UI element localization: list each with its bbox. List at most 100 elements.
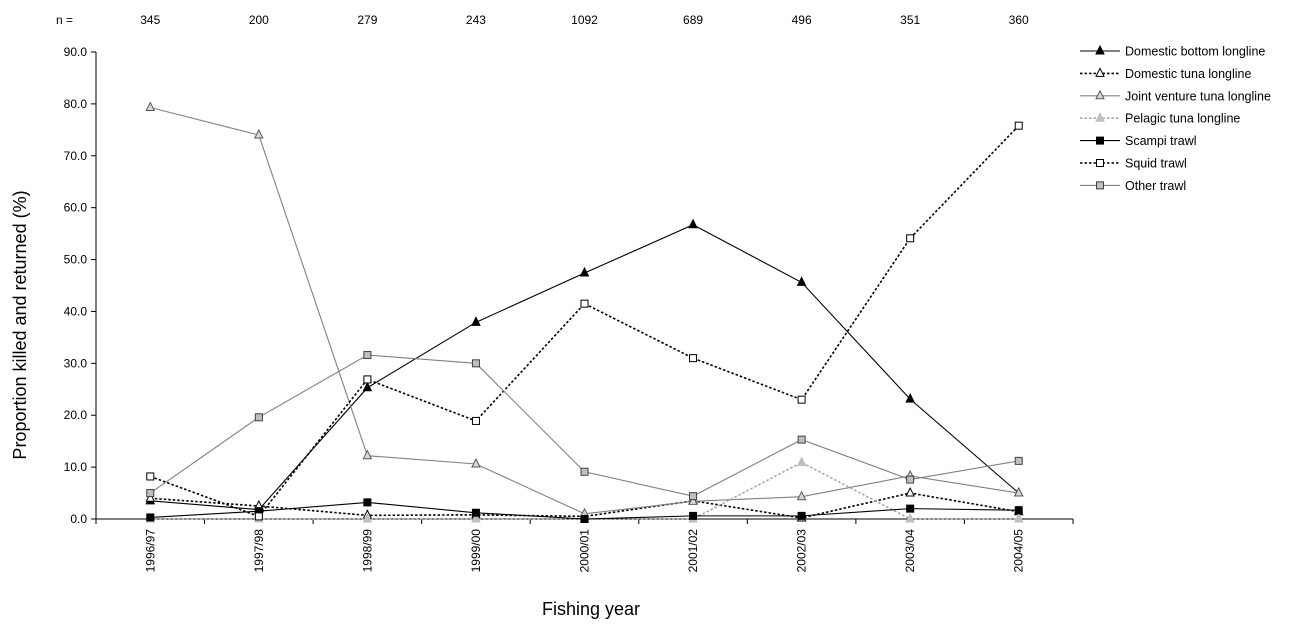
data-point — [254, 413, 263, 422]
sample-size-row: n = 345 200 279 243 1092 689 496 351 360 — [56, 13, 1029, 27]
data-point — [796, 276, 807, 286]
data-point — [1014, 506, 1023, 515]
legend-item: Domestic tuna longline — [1080, 67, 1252, 81]
legend-marker — [1095, 89, 1105, 100]
x-tick-label: 1997/98 — [252, 529, 266, 573]
data-point — [580, 515, 589, 523]
x-tick-label: 1998/99 — [360, 529, 374, 573]
data-point — [797, 511, 806, 520]
x-tick-label: 2000/01 — [578, 529, 592, 573]
data-point — [146, 489, 155, 498]
data-point — [580, 467, 589, 476]
series-4 — [146, 498, 1023, 523]
legend-item: Joint venture tuna longline — [1080, 89, 1271, 103]
data-point — [580, 299, 589, 308]
n-value: 689 — [683, 13, 703, 27]
data-point — [145, 492, 156, 502]
legend-marker — [1095, 112, 1105, 122]
data-point — [1013, 512, 1024, 523]
legend-item: Domestic bottom longline — [1080, 45, 1265, 59]
y-tick-label: 50.0 — [64, 253, 88, 267]
data-point — [796, 490, 807, 501]
y-tick-label: 60.0 — [64, 201, 88, 215]
data-point — [471, 457, 481, 468]
x-tick-label: 2002/03 — [795, 529, 809, 573]
x-tick-label: 2001/02 — [686, 529, 700, 573]
series-6 — [146, 351, 1023, 501]
y-tick-label: 20.0 — [64, 408, 88, 422]
y-tick-label: 90.0 — [64, 45, 88, 59]
axes — [95, 52, 1073, 520]
n-value: 243 — [466, 13, 486, 27]
data-point — [688, 495, 698, 505]
data-point — [362, 381, 373, 392]
x-tick-label: 1999/00 — [469, 529, 483, 573]
legend-label: Other trawl — [1125, 179, 1186, 193]
data-point — [689, 511, 698, 520]
y-tick-label: 80.0 — [64, 97, 88, 111]
y-tick-label: 30.0 — [64, 356, 88, 370]
n-value: 1092 — [571, 13, 598, 27]
data-point — [797, 435, 806, 444]
legend-label: Domestic tuna longline — [1125, 67, 1252, 81]
x-tick-label: 1996/97 — [143, 529, 157, 573]
legend-label: Domestic bottom longline — [1125, 45, 1265, 59]
y-axis-title: Proportion killed and returned (%) — [10, 190, 30, 459]
y-tick-label: 70.0 — [64, 149, 88, 163]
data-point — [471, 508, 480, 517]
data-point — [254, 512, 263, 521]
legend-marker — [1096, 136, 1104, 145]
legend-marker — [1096, 159, 1104, 167]
data-point — [363, 351, 372, 360]
data-point — [363, 375, 372, 384]
data-point — [146, 472, 155, 481]
x-axis-title: Fishing year — [542, 599, 640, 619]
data-point — [471, 359, 480, 368]
data-point — [796, 456, 807, 466]
legend-marker — [1095, 67, 1105, 77]
data-point — [1014, 121, 1023, 130]
data-point — [1013, 486, 1024, 497]
x-tick-label: 2004/05 — [1012, 529, 1026, 573]
legend: Domestic bottom longline Domestic tuna lo… — [1080, 45, 1271, 193]
legend-label: Joint venture tuna longline — [1125, 89, 1271, 103]
n-value: 496 — [792, 13, 812, 27]
data-point — [905, 512, 915, 523]
legend-item: Scampi trawl — [1080, 134, 1197, 148]
series-line — [150, 125, 1020, 518]
data-point — [362, 449, 373, 460]
series-line — [150, 492, 1019, 519]
data-point — [362, 512, 373, 523]
data-point — [471, 512, 481, 523]
data-point — [145, 101, 156, 112]
data-point — [797, 395, 806, 404]
data-point — [905, 393, 915, 403]
legend-marker — [1096, 181, 1104, 190]
x-axis-ticks: 1996/97 1997/98 1998/99 1999/00 2000/01 2001/… — [95, 519, 1074, 573]
legend-item: Pelagic tuna longline — [1080, 112, 1240, 126]
data-point — [579, 266, 590, 277]
legend-marker — [1095, 44, 1105, 55]
data-point — [363, 498, 372, 507]
series-5 — [146, 121, 1023, 521]
legend-label: Scampi trawl — [1125, 134, 1197, 148]
y-tick-label: 10.0 — [64, 460, 88, 474]
data-point — [254, 128, 264, 139]
data-point — [905, 486, 915, 497]
data-point — [1014, 456, 1023, 465]
data-point — [688, 218, 698, 229]
n-value: 360 — [1009, 13, 1029, 27]
n-value: 351 — [900, 13, 920, 27]
n-value: 345 — [140, 13, 160, 27]
data-point — [906, 234, 915, 243]
data-point — [471, 416, 480, 425]
x-tick-label: 2003/04 — [903, 529, 917, 573]
data-point — [906, 504, 915, 513]
n-prefix: n = — [56, 13, 73, 27]
n-value: 279 — [357, 13, 377, 27]
series-group — [145, 101, 1024, 523]
legend-item: Other trawl — [1080, 179, 1186, 193]
series-line — [150, 106, 1019, 515]
data-point — [471, 316, 481, 326]
